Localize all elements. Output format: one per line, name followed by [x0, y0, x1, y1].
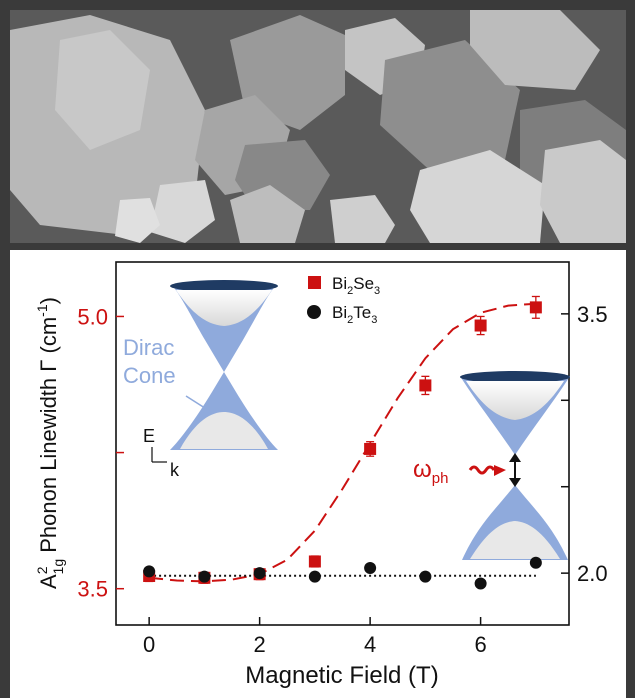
data-point-bi2se3: [474, 319, 487, 332]
legend-label-bi2se3: Bi2Se3: [332, 274, 380, 297]
legend-label-bi2te3: Bi2Te3: [332, 303, 377, 326]
data-point-bi2te3: [198, 570, 211, 583]
data-markers: [143, 295, 542, 590]
data-point-bi2te3: [474, 577, 487, 590]
left-y-tick-label: 5.0: [77, 304, 108, 329]
omega-label: ωph: [413, 456, 448, 487]
dirac-cone-inset-left: Dirac Cone E k: [123, 280, 278, 480]
data-point-bi2te3: [419, 570, 432, 583]
x-axis: 0 2 4 6: [143, 617, 487, 657]
data-point-bi2se3: [529, 301, 542, 314]
right-y-tick-label: 2.0: [577, 561, 608, 586]
fit-curve-bi2se3: [149, 302, 536, 583]
chart: 0 2 4 6 3.5 5.0 2.0 3.5 Dirac Cone E k: [34, 261, 608, 689]
data-point-bi2te3: [253, 567, 266, 580]
dirac-label-line1: Dirac: [123, 335, 174, 360]
right-y-tick-label: 3.5: [577, 302, 608, 327]
data-point-bi2se3: [364, 442, 377, 455]
data-point-bi2te3: [143, 565, 156, 578]
data-point-bi2te3: [364, 561, 377, 574]
legend-marker-bi2se3: [308, 276, 321, 289]
x-tick-label: 0: [143, 632, 155, 657]
sem-micrograph: [10, 10, 626, 243]
momentum-axis-label: k: [170, 460, 180, 480]
right-y-axis: 2.0 3.5: [561, 302, 608, 586]
data-point-bi2se3: [419, 379, 432, 392]
data-point-bi2te3: [308, 570, 321, 583]
flake-shapes: [10, 10, 626, 243]
gapped-cone-inset-right: ωph: [413, 371, 570, 560]
chart-panel-background: [10, 250, 626, 698]
legend: Bi2Se3 Bi2Te3: [307, 274, 380, 326]
data-point-bi2se3: [308, 555, 321, 568]
x-tick-label: 4: [364, 632, 376, 657]
energy-axis-label: E: [143, 426, 155, 446]
x-tick-label: 6: [474, 632, 486, 657]
left-y-tick-label: 3.5: [77, 577, 108, 602]
data-point-bi2te3: [529, 556, 542, 569]
y-axis-title: A21g Phonon Linewidth Γ (cm-1): [34, 297, 66, 589]
plot-frame: [115, 261, 570, 626]
legend-marker-bi2te3: [307, 305, 321, 319]
dirac-label-line2: Cone: [123, 363, 176, 388]
left-y-axis: 3.5 5.0: [77, 304, 124, 602]
fit-curves: [149, 302, 536, 583]
x-tick-label: 2: [254, 632, 266, 657]
x-axis-title: Magnetic Field (T): [245, 662, 438, 689]
phonon-wavy-arrow: [468, 465, 496, 475]
